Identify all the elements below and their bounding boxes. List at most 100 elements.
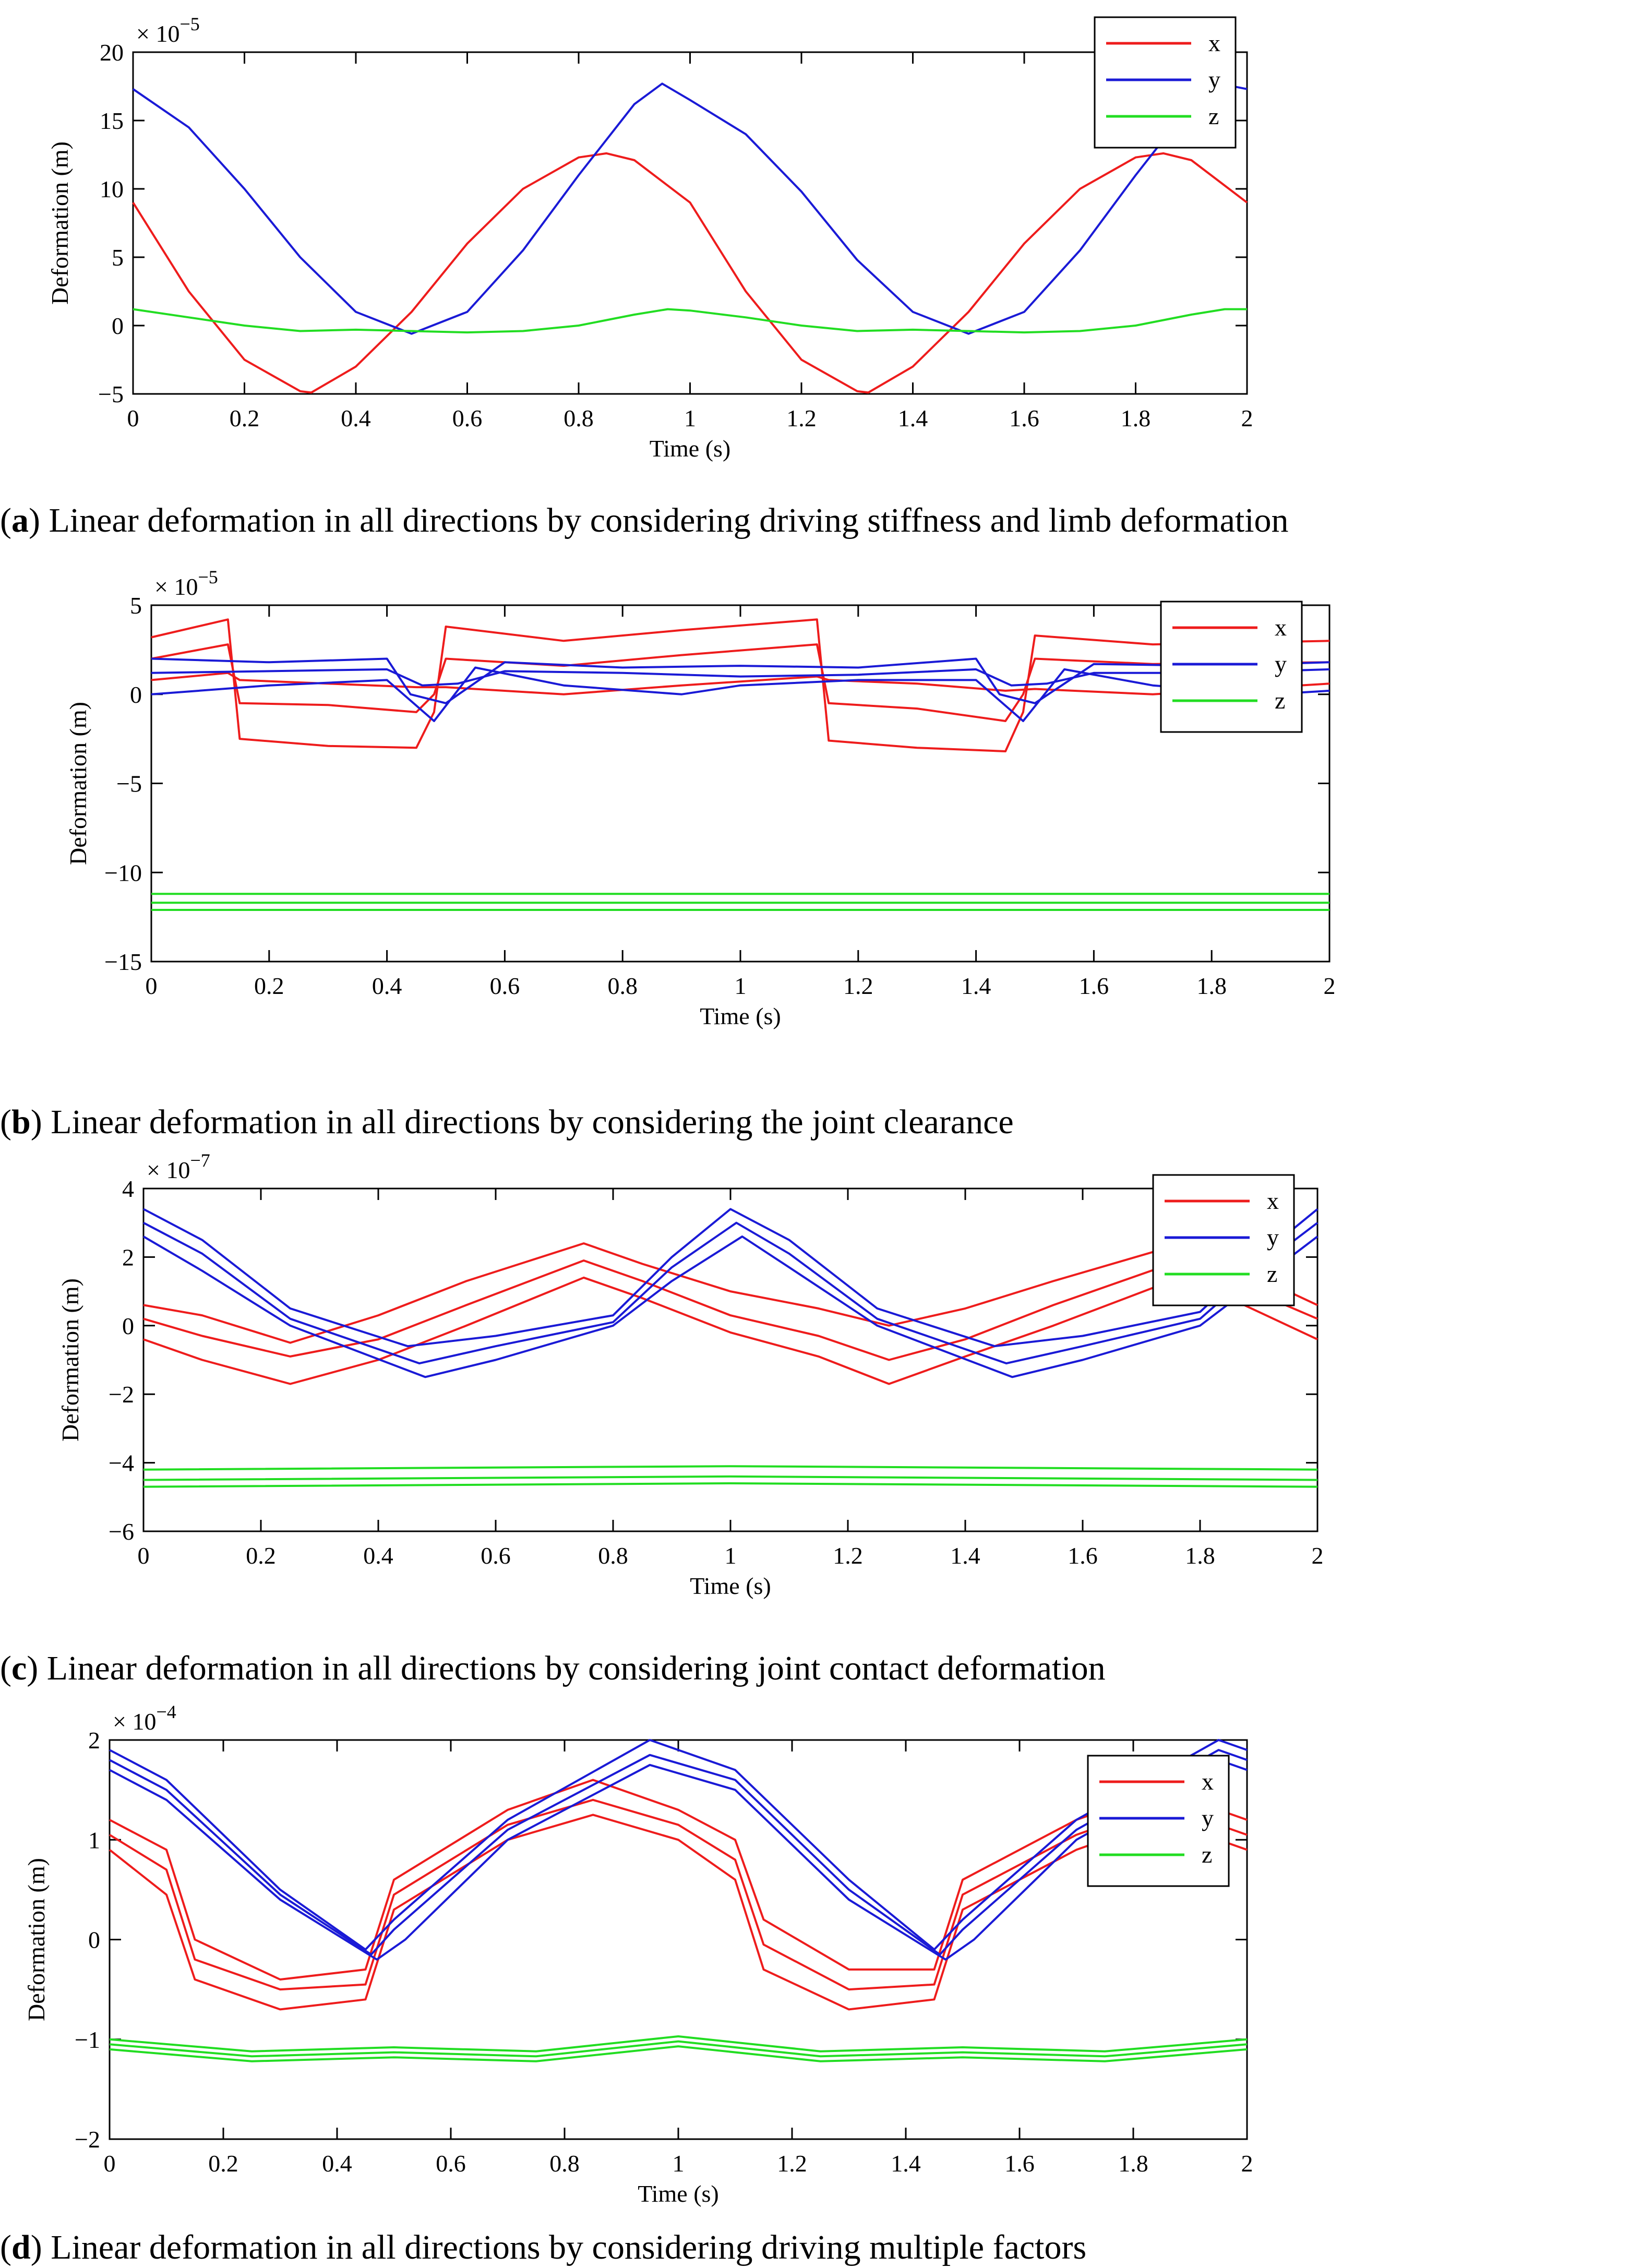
- y-tick-label: −2: [75, 2126, 100, 2153]
- chart-panel-d: 0 0.2 0.4 0.6 0.8 1 1.2 1.4 1.6 1.8 2 −2 −1 0 1 2 × 10−4…: [23, 1701, 1253, 2207]
- y-axis-label: Deformation (m): [65, 702, 91, 865]
- x-tick-label: 0.8: [598, 1542, 628, 1569]
- x-tick-label: 0: [104, 2150, 116, 2177]
- x-tick-label: 0.2: [230, 405, 260, 431]
- y-tick-label: −4: [109, 1450, 134, 1477]
- x-tick-label: 0: [146, 973, 158, 999]
- legend-label-x: x: [1267, 1187, 1279, 1214]
- x-tick-label: 0.4: [322, 2150, 352, 2177]
- caption-d: (d) Linear deformation in all directions…: [0, 2228, 1087, 2266]
- x-tick-label: 0.8: [549, 2150, 580, 2177]
- series-line-z: [143, 1465, 1318, 1471]
- x-tick-label: 1.4: [898, 405, 928, 431]
- y-tick-label: −15: [104, 949, 142, 975]
- x-tick-label: 0.6: [490, 973, 520, 999]
- x-tick-label: 1.2: [777, 2150, 807, 2177]
- series-line-x: [151, 671, 1330, 695]
- y-tick-label: 20: [100, 39, 124, 66]
- y-tick-label: 0: [130, 681, 142, 708]
- x-tick-label: 1.4: [950, 1542, 980, 1569]
- x-tick-label: 2: [1241, 2150, 1253, 2177]
- x-tick-label: 1.4: [961, 973, 991, 999]
- chart-panel-b: 0 0.2 0.4 0.6 0.8 1 1.2 1.4 1.6 1.8 2 −15 −10 −5 0 5 × 1…: [65, 567, 1336, 1029]
- series-line-x: [109, 1779, 1248, 1981]
- x-tick-label: 0.8: [564, 405, 594, 431]
- x-tick-label: 1.4: [891, 2150, 921, 2177]
- series-line-y: [109, 1739, 1248, 1951]
- x-axis-label: Time (s): [650, 435, 731, 462]
- x-tick-label: 0.6: [452, 405, 483, 431]
- series-line-x: [143, 1242, 1318, 1344]
- legend-label-y: y: [1267, 1224, 1279, 1251]
- series-line-y: [143, 1221, 1319, 1365]
- x-tick-label: 0.2: [246, 1542, 276, 1569]
- series-line-z: [109, 2045, 1248, 2062]
- legend-label-x: x: [1275, 614, 1287, 641]
- plot-frame: [132, 51, 1248, 395]
- x-tick-label: 1.2: [833, 1542, 863, 1569]
- series-line-z: [133, 308, 1247, 334]
- x-tick-label: 0.2: [254, 973, 284, 999]
- y-tick-label: −6: [109, 1518, 134, 1545]
- x-tick-label: 1.8: [1185, 1542, 1215, 1569]
- legend-label-x: x: [1208, 30, 1220, 56]
- axis-multiplier: × 10−7: [147, 1150, 210, 1183]
- legend-box: [1152, 1174, 1295, 1306]
- legend-label-y: y: [1208, 66, 1220, 93]
- x-tick-label: 0.4: [372, 973, 402, 999]
- legend-label-z: z: [1267, 1261, 1277, 1287]
- x-axis-label: Time (s): [700, 1003, 781, 1029]
- series-line-x: [132, 152, 1248, 394]
- x-tick-label: 1.8: [1196, 973, 1227, 999]
- x-tick-label: 0.4: [363, 1542, 393, 1569]
- legend-label-x: x: [1202, 1768, 1214, 1795]
- x-tick-label: 1.8: [1118, 2150, 1148, 2177]
- series-line-y: [151, 666, 1330, 722]
- y-tick-label: 5: [112, 244, 124, 271]
- x-tick-label: 1: [684, 405, 696, 431]
- caption-a: (a) Linear deformation in all directions…: [0, 501, 1289, 539]
- series-line-x: [143, 1276, 1318, 1385]
- x-tick-label: 1.6: [1068, 1542, 1098, 1569]
- x-tick-label: 1.2: [843, 973, 873, 999]
- legend-label-z: z: [1202, 1841, 1212, 1868]
- x-tick-label: 2: [1324, 973, 1336, 999]
- y-tick-label: 1: [88, 1827, 100, 1853]
- y-tick-label: 0: [88, 1927, 100, 1953]
- y-tick-label: −5: [98, 381, 124, 407]
- series-line-y: [109, 1749, 1248, 1956]
- x-tick-label: 1: [725, 1542, 737, 1569]
- x-tick-label: 0.8: [607, 973, 638, 999]
- plot-frame: [150, 604, 1331, 963]
- y-tick-label: 10: [100, 176, 124, 202]
- legend-box: [1094, 16, 1237, 149]
- y-tick-label: 0: [112, 313, 124, 339]
- series-line-x: [151, 643, 1330, 722]
- axis-multiplier: × 10−4: [113, 1701, 176, 1735]
- x-tick-label: 0.2: [208, 2150, 238, 2177]
- x-tick-label: 0.6: [436, 2150, 466, 2177]
- series-line-z: [143, 1482, 1318, 1488]
- y-tick-label: 2: [88, 1727, 100, 1754]
- axis-multiplier: × 10−5: [154, 567, 218, 600]
- legend-box: [1087, 1755, 1230, 1887]
- y-tick-label: 0: [122, 1313, 134, 1339]
- series-line-x: [143, 1259, 1318, 1361]
- series-line-y: [142, 1235, 1319, 1378]
- y-tick-label: 4: [122, 1175, 134, 1202]
- legend-label-z: z: [1208, 103, 1219, 129]
- x-tick-label: 0: [138, 1542, 150, 1569]
- x-tick-label: 1.8: [1121, 405, 1151, 431]
- x-tick-label: 1: [673, 2150, 685, 2177]
- series-line-y: [143, 1208, 1319, 1348]
- series-line-y: [109, 1759, 1248, 1961]
- legend-box: [1160, 601, 1303, 733]
- series-line-x: [109, 1814, 1248, 2011]
- y-axis-label: Deformation (m): [23, 1858, 50, 2021]
- y-tick-label: −10: [104, 859, 142, 886]
- x-tick-label: 2: [1312, 1542, 1324, 1569]
- series-line-z: [109, 2035, 1248, 2053]
- chart-panel-c: 0 0.2 0.4 0.6 0.8 1 1.2 1.4 1.6 1.8 2 −6 −4 −2 0 2 4 × 10…: [57, 1150, 1324, 1599]
- legend-label-y: y: [1202, 1805, 1214, 1831]
